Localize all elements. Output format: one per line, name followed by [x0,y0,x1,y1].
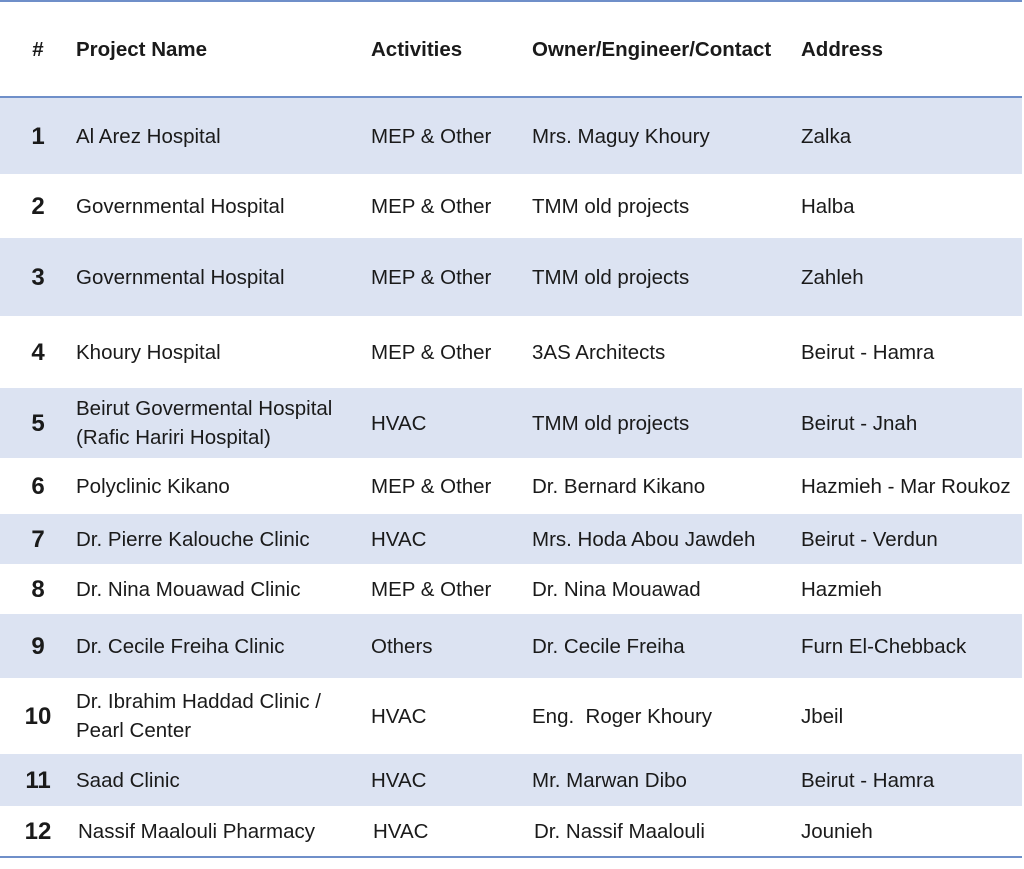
contact: TMM old projects [532,265,690,289]
address: Hazmieh [801,577,882,601]
address: Zahleh [801,265,864,289]
activities: Others [371,634,433,658]
table-row: 11 Saad Clinic HVAC Mr. Marwan Dibo Beir… [0,754,1022,806]
row-number: 11 [25,766,51,794]
project-name: Khoury Hospital [76,340,221,364]
table-header-row: # Project Name Activities Owner/Engineer… [0,2,1022,96]
address: Furn El-Chebback [801,634,967,658]
contact: Dr. Nassif Maalouli [534,819,705,843]
row-number: 1 [31,122,45,150]
project-name: Dr. Pierre Kalouche Clinic [76,527,310,551]
contact: Mrs. Hoda Abou Jawdeh [532,527,756,551]
row-number: 7 [31,525,45,553]
project-name: Dr. Nina Mouawad Clinic [76,577,301,601]
contact: 3AS Architects [532,340,666,364]
row-number: 4 [31,338,45,366]
activities: MEP & Other [371,194,492,218]
activities: MEP & Other [371,124,492,148]
table-row: 3 Governmental Hospital MEP & Other TMM … [0,238,1022,316]
header-contact: Owner/Engineer/Contact [532,37,772,61]
activities: HVAC [371,527,427,551]
address: Beirut - Hamra [801,768,935,792]
activities: MEP & Other [371,577,492,601]
project-name: Nassif Maalouli Pharmacy [78,819,315,843]
header-address: Address [801,37,884,61]
activities: HVAC [371,411,427,435]
row-number: 5 [31,409,45,437]
row-number: 9 [31,632,45,660]
activities: MEP & Other [371,474,492,498]
header-activities: Activities [371,37,463,61]
table-row: 10 Dr. Ibrahim Haddad Clinic / Pearl Cen… [0,678,1022,754]
contact: Mr. Marwan Dibo [532,768,687,792]
project-name: Saad Clinic [76,768,180,792]
table-row: 1 Al Arez Hospital MEP & Other Mrs. Magu… [0,98,1022,174]
address: Hazmieh - Mar Roukoz [801,474,1011,498]
activities: MEP & Other [371,340,492,364]
header-divider [0,96,1022,98]
contact: Dr. Nina Mouawad [532,577,701,601]
header-project-name: Project Name [76,37,208,61]
project-name: Governmental Hospital [76,194,285,218]
table-row: 12 Nassif Maalouli Pharmacy HVAC Dr. Nas… [0,806,1022,856]
row-number: 10 [24,702,52,730]
project-name: Dr. Ibrahim Haddad Clinic / Pearl Center [76,690,321,742]
table-row: 8 Dr. Nina Mouawad Clinic MEP & Other Dr… [0,564,1022,614]
row-number: 6 [31,472,45,500]
address: Beirut - Jnah [801,411,918,435]
activities: MEP & Other [371,265,492,289]
row-number: 2 [31,192,45,220]
contact: Eng. Roger Khoury [532,704,713,728]
activities: HVAC [371,704,427,728]
header-number: # [32,37,44,61]
address: Beirut - Hamra [801,340,935,364]
table-top-rule [0,0,1022,2]
contact: TMM old projects [532,194,690,218]
row-number: 12 [24,817,52,845]
contact: Dr. Cecile Freiha [532,634,685,658]
address: Jbeil [801,704,844,728]
address: Jounieh [801,819,873,843]
table-bottom-rule [0,856,1022,858]
table-row: 6 Polyclinic Kikano MEP & Other Dr. Bern… [0,458,1022,514]
row-number: 3 [31,263,45,291]
address: Halba [801,194,855,218]
table-row: 7 Dr. Pierre Kalouche Clinic HVAC Mrs. H… [0,514,1022,564]
project-name: Polyclinic Kikano [76,474,230,498]
activities: HVAC [373,819,429,843]
activities: HVAC [371,768,427,792]
project-name: Beirut Govermental Hospital (Rafic Harir… [76,397,333,449]
contact: Dr. Bernard Kikano [532,474,706,498]
contact: TMM old projects [532,411,690,435]
contact: Mrs. Maguy Khoury [532,124,710,148]
address: Zalka [801,124,852,148]
project-name: Governmental Hospital [76,265,285,289]
table-row: 5 Beirut Govermental Hospital (Rafic Har… [0,388,1022,458]
table-row: 4 Khoury Hospital MEP & Other 3AS Archit… [0,316,1022,388]
table-row: 9 Dr. Cecile Freiha Clinic Others Dr. Ce… [0,614,1022,678]
project-name: Al Arez Hospital [76,124,221,148]
address: Beirut - Verdun [801,527,938,551]
table-row: 2 Governmental Hospital MEP & Other TMM … [0,174,1022,238]
row-number: 8 [31,575,45,603]
project-name: Dr. Cecile Freiha Clinic [76,634,285,658]
